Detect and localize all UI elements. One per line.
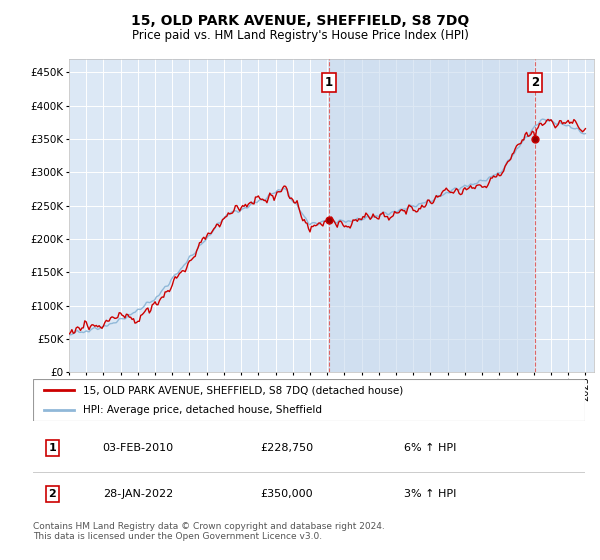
Text: HPI: Average price, detached house, Sheffield: HPI: Average price, detached house, Shef… (83, 405, 322, 415)
Text: £228,750: £228,750 (260, 443, 313, 453)
Text: 3% ↑ HPI: 3% ↑ HPI (404, 489, 457, 499)
Bar (329, 59, 535, 372)
Text: Contains HM Land Registry data © Crown copyright and database right 2024.
This d: Contains HM Land Registry data © Crown c… (33, 522, 385, 542)
Text: 2: 2 (531, 76, 539, 88)
Text: 6% ↑ HPI: 6% ↑ HPI (404, 443, 457, 453)
Text: 1: 1 (49, 443, 56, 453)
Text: Price paid vs. HM Land Registry's House Price Index (HPI): Price paid vs. HM Land Registry's House … (131, 29, 469, 42)
Text: 03-FEB-2010: 03-FEB-2010 (103, 443, 173, 453)
Text: 2: 2 (49, 489, 56, 499)
Text: 15, OLD PARK AVENUE, SHEFFIELD, S8 7DQ: 15, OLD PARK AVENUE, SHEFFIELD, S8 7DQ (131, 14, 469, 28)
Text: 15, OLD PARK AVENUE, SHEFFIELD, S8 7DQ (detached house): 15, OLD PARK AVENUE, SHEFFIELD, S8 7DQ (… (83, 385, 403, 395)
FancyBboxPatch shape (33, 379, 585, 421)
Text: 28-JAN-2022: 28-JAN-2022 (103, 489, 173, 499)
Text: 1: 1 (325, 76, 332, 88)
Text: £350,000: £350,000 (260, 489, 313, 499)
